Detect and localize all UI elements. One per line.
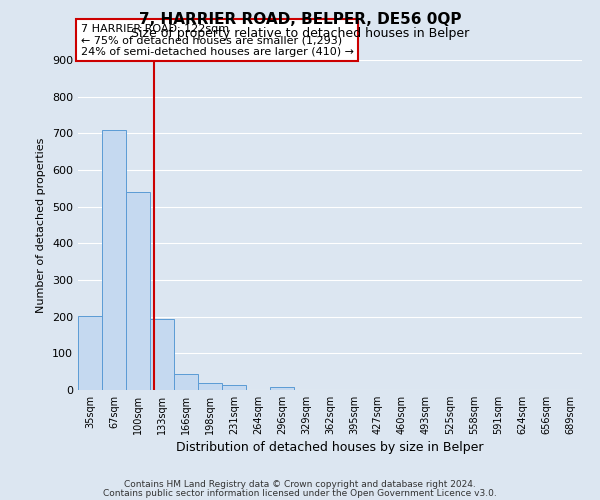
Text: Size of property relative to detached houses in Belper: Size of property relative to detached ho… — [131, 28, 469, 40]
Bar — [78, 316, 102, 390]
Text: 7 HARRIER ROAD: 122sqm
← 75% of detached houses are smaller (1,293)
24% of semi-: 7 HARRIER ROAD: 122sqm ← 75% of detached… — [80, 24, 353, 56]
Bar — [222, 385, 246, 390]
Text: 7, HARRIER ROAD, BELPER, DE56 0QP: 7, HARRIER ROAD, BELPER, DE56 0QP — [139, 12, 461, 28]
Bar — [150, 318, 174, 390]
Bar — [198, 382, 222, 390]
Bar — [174, 374, 198, 390]
Bar — [126, 192, 150, 390]
Y-axis label: Number of detached properties: Number of detached properties — [37, 138, 46, 312]
Bar — [270, 387, 294, 390]
Bar — [102, 130, 126, 390]
Text: Contains HM Land Registry data © Crown copyright and database right 2024.: Contains HM Land Registry data © Crown c… — [124, 480, 476, 489]
Text: Contains public sector information licensed under the Open Government Licence v3: Contains public sector information licen… — [103, 489, 497, 498]
X-axis label: Distribution of detached houses by size in Belper: Distribution of detached houses by size … — [176, 442, 484, 454]
